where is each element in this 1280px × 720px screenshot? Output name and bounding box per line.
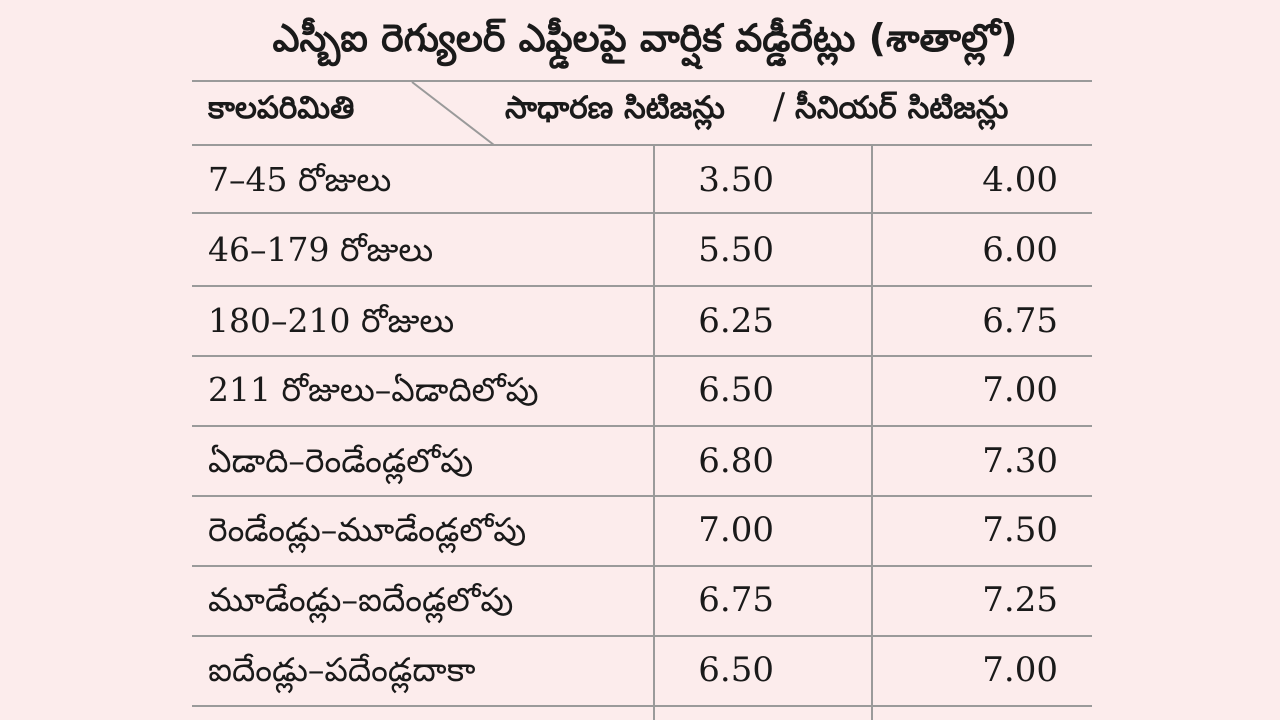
column-divider-1 [653,146,655,720]
row-senior-rate: 6.75 [982,301,1058,341]
row-general-rate: 3.50 [698,160,774,200]
row-general-rate: 7.00 [698,510,774,550]
row-rule [192,285,1092,287]
row-period: రెండేండ్లు–మూడేండ్లలోపు [208,510,527,549]
column-divider-2 [871,146,873,720]
row-period: 7–45 రోజులు [208,160,392,199]
title-rule [192,80,1092,82]
row-senior-rate: 7.25 [982,580,1058,620]
row-general-rate: 6.80 [698,441,774,481]
row-general-rate: 6.50 [698,370,774,410]
row-period: ఐదేండ్లు–పదేండ్లదాకా [208,650,476,689]
row-period: 46–179 రోజులు [208,230,434,269]
header-senior: సీనియర్ సిటిజన్లు [795,90,1009,126]
row-senior-rate: 4.00 [982,160,1058,200]
row-period: 180–210 రోజులు [208,301,455,340]
row-period: ఏడాది–రెండేండ్లలోపు [208,441,474,480]
row-general-rate: 5.50 [698,230,774,270]
table-title: ఎస్బీఐ రెగ్యులర్ ఎఫ్డీలపై వార్షిక వడ్డీర… [272,16,1018,60]
row-general-rate: 6.75 [698,580,774,620]
row-senior-rate: 7.00 [982,370,1058,410]
row-general-rate: 6.50 [698,650,774,690]
row-senior-rate: 6.00 [982,230,1058,270]
row-rule [192,565,1092,567]
row-senior-rate: 7.00 [982,650,1058,690]
header-rule [192,144,1092,146]
row-rule [192,425,1092,427]
header-period: కాలపరిమితి [208,90,355,126]
row-rule [192,355,1092,357]
row-period: 211 రోజులు–ఏడాదిలోపు [208,370,539,409]
row-period: మూడేండ్లు–ఐదేండ్లలోపు [208,580,514,619]
row-rule [192,495,1092,497]
header-general: సాధారణ సిటిజన్లు [505,90,725,126]
row-rule [192,212,1092,214]
row-rule [192,635,1092,637]
row-senior-rate: 7.50 [982,510,1058,550]
row-senior-rate: 7.30 [982,441,1058,481]
row-rule [192,705,1092,707]
row-general-rate: 6.25 [698,301,774,341]
header-separator: / [773,86,786,127]
